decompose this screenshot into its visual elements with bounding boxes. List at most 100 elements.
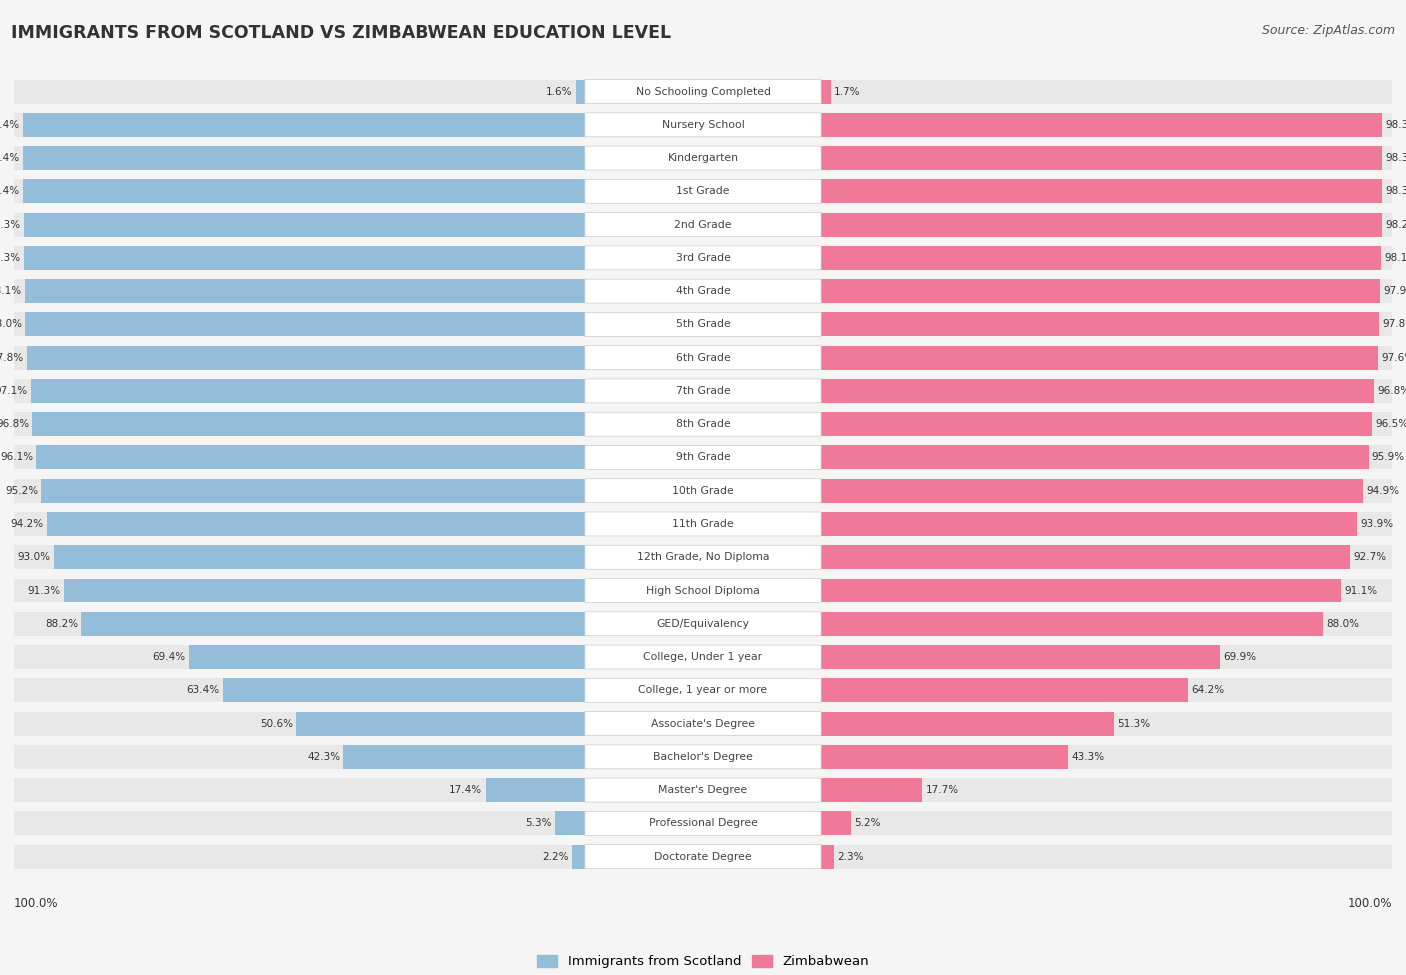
Text: 98.0%: 98.0% [0, 320, 22, 330]
Text: 1st Grade: 1st Grade [676, 186, 730, 196]
Text: 2nd Grade: 2nd Grade [675, 219, 731, 229]
FancyBboxPatch shape [585, 712, 821, 735]
Text: 92.7%: 92.7% [1354, 552, 1386, 563]
Text: 91.1%: 91.1% [1344, 586, 1378, 596]
Bar [22, 113, 585, 136]
Text: 6th Grade: 6th Grade [676, 353, 730, 363]
Bar [821, 446, 1368, 469]
Text: 98.4%: 98.4% [0, 153, 20, 163]
FancyBboxPatch shape [585, 346, 821, 370]
Bar [14, 778, 1392, 802]
Text: 97.6%: 97.6% [1382, 353, 1406, 363]
Bar [821, 679, 1188, 702]
Text: 100.0%: 100.0% [1347, 897, 1392, 910]
Text: 51.3%: 51.3% [1118, 719, 1150, 728]
Text: 12th Grade, No Diploma: 12th Grade, No Diploma [637, 552, 769, 563]
Bar [14, 80, 1392, 103]
Bar [821, 745, 1069, 769]
Text: High School Diploma: High School Diploma [647, 586, 759, 596]
Bar [821, 113, 1382, 136]
Bar [821, 412, 1372, 436]
Text: 63.4%: 63.4% [187, 685, 219, 695]
Text: 4th Grade: 4th Grade [676, 286, 730, 296]
Bar [14, 213, 1392, 237]
Text: Kindergarten: Kindergarten [668, 153, 738, 163]
Bar [14, 479, 1392, 503]
Text: 97.8%: 97.8% [0, 353, 24, 363]
Bar [572, 844, 585, 869]
Text: Nursery School: Nursery School [662, 120, 744, 130]
FancyBboxPatch shape [585, 545, 821, 569]
Text: 9th Grade: 9th Grade [676, 452, 730, 462]
Bar [14, 312, 1392, 336]
Bar [41, 479, 585, 503]
Bar [14, 412, 1392, 436]
Text: 96.1%: 96.1% [0, 452, 34, 462]
Text: 42.3%: 42.3% [307, 752, 340, 761]
Text: 97.9%: 97.9% [1384, 286, 1406, 296]
Text: 10th Grade: 10th Grade [672, 486, 734, 495]
Text: 11th Grade: 11th Grade [672, 519, 734, 529]
Text: 8th Grade: 8th Grade [676, 419, 730, 429]
Bar [37, 446, 585, 469]
FancyBboxPatch shape [585, 379, 821, 403]
Bar [188, 645, 585, 669]
Text: 88.0%: 88.0% [1327, 619, 1360, 629]
FancyBboxPatch shape [585, 179, 821, 204]
Bar [14, 113, 1392, 136]
Bar [24, 213, 585, 237]
Bar [343, 745, 585, 769]
Bar [14, 844, 1392, 869]
Text: Associate's Degree: Associate's Degree [651, 719, 755, 728]
Bar [14, 379, 1392, 403]
Text: 97.1%: 97.1% [0, 386, 27, 396]
Text: College, Under 1 year: College, Under 1 year [644, 652, 762, 662]
Text: 2.3%: 2.3% [838, 851, 865, 862]
Bar [27, 346, 585, 370]
Text: 98.1%: 98.1% [0, 286, 21, 296]
Bar [14, 446, 1392, 469]
Bar [31, 379, 585, 403]
Bar [821, 346, 1378, 370]
Text: No Schooling Completed: No Schooling Completed [636, 87, 770, 97]
Bar [821, 213, 1382, 237]
Text: Bachelor's Degree: Bachelor's Degree [652, 752, 754, 761]
Text: 69.4%: 69.4% [152, 652, 186, 662]
Bar [82, 611, 585, 636]
Bar [821, 179, 1382, 204]
Bar [14, 279, 1392, 303]
Bar [821, 578, 1341, 603]
Text: GED/Equivalency: GED/Equivalency [657, 619, 749, 629]
FancyBboxPatch shape [585, 213, 821, 237]
Text: 98.3%: 98.3% [1385, 120, 1406, 130]
Bar [297, 712, 585, 735]
FancyBboxPatch shape [585, 512, 821, 536]
FancyBboxPatch shape [585, 146, 821, 170]
Bar [821, 479, 1362, 503]
Bar [821, 379, 1374, 403]
Text: 98.3%: 98.3% [1385, 153, 1406, 163]
FancyBboxPatch shape [585, 312, 821, 336]
Legend: Immigrants from Scotland, Zimbabwean: Immigrants from Scotland, Zimbabwean [531, 950, 875, 973]
FancyBboxPatch shape [585, 113, 821, 136]
Text: 5th Grade: 5th Grade [676, 320, 730, 330]
FancyBboxPatch shape [585, 578, 821, 603]
Text: Doctorate Degree: Doctorate Degree [654, 851, 752, 862]
Text: 97.8%: 97.8% [1382, 320, 1406, 330]
Bar [14, 346, 1392, 370]
Bar [53, 545, 585, 569]
Bar [14, 679, 1392, 702]
Text: Source: ZipAtlas.com: Source: ZipAtlas.com [1261, 24, 1395, 37]
Text: 88.2%: 88.2% [45, 619, 79, 629]
FancyBboxPatch shape [585, 645, 821, 669]
Bar [485, 778, 585, 802]
FancyBboxPatch shape [585, 412, 821, 436]
Bar [821, 645, 1220, 669]
Text: 43.3%: 43.3% [1071, 752, 1105, 761]
Bar [25, 312, 585, 336]
Bar [48, 512, 585, 536]
Bar [821, 611, 1323, 636]
Text: 17.7%: 17.7% [925, 785, 959, 795]
Text: 3rd Grade: 3rd Grade [675, 253, 731, 263]
Text: 100.0%: 100.0% [14, 897, 59, 910]
